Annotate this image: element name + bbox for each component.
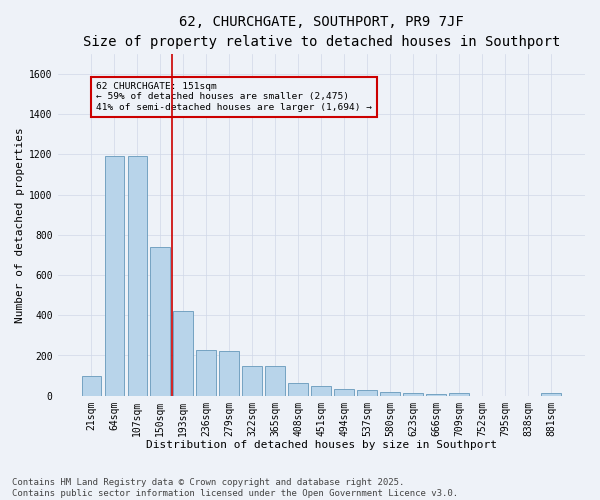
Bar	[289, 382, 308, 396]
Bar	[449, 392, 469, 396]
Bar	[196, 350, 216, 396]
Text: Contains HM Land Registry data © Crown copyright and database right 2025.
Contai: Contains HM Land Registry data © Crown c…	[12, 478, 458, 498]
Text: 62 CHURCHGATE: 151sqm
← 59% of detached houses are smaller (2,475)
41% of semi-d: 62 CHURCHGATE: 151sqm ← 59% of detached …	[96, 82, 372, 112]
Bar	[358, 390, 377, 396]
X-axis label: Distribution of detached houses by size in Southport: Distribution of detached houses by size …	[146, 440, 497, 450]
Bar	[128, 156, 147, 396]
Bar	[104, 156, 124, 396]
Bar	[82, 376, 101, 396]
Bar	[380, 392, 400, 396]
Bar	[265, 366, 285, 396]
Bar	[427, 394, 446, 396]
Bar	[220, 352, 239, 396]
Y-axis label: Number of detached properties: Number of detached properties	[15, 127, 25, 322]
Bar	[151, 247, 170, 396]
Bar	[541, 392, 561, 396]
Title: 62, CHURCHGATE, SOUTHPORT, PR9 7JF
Size of property relative to detached houses : 62, CHURCHGATE, SOUTHPORT, PR9 7JF Size …	[83, 15, 560, 48]
Bar	[334, 388, 354, 396]
Bar	[403, 392, 423, 396]
Bar	[311, 386, 331, 396]
Bar	[173, 312, 193, 396]
Bar	[242, 366, 262, 396]
